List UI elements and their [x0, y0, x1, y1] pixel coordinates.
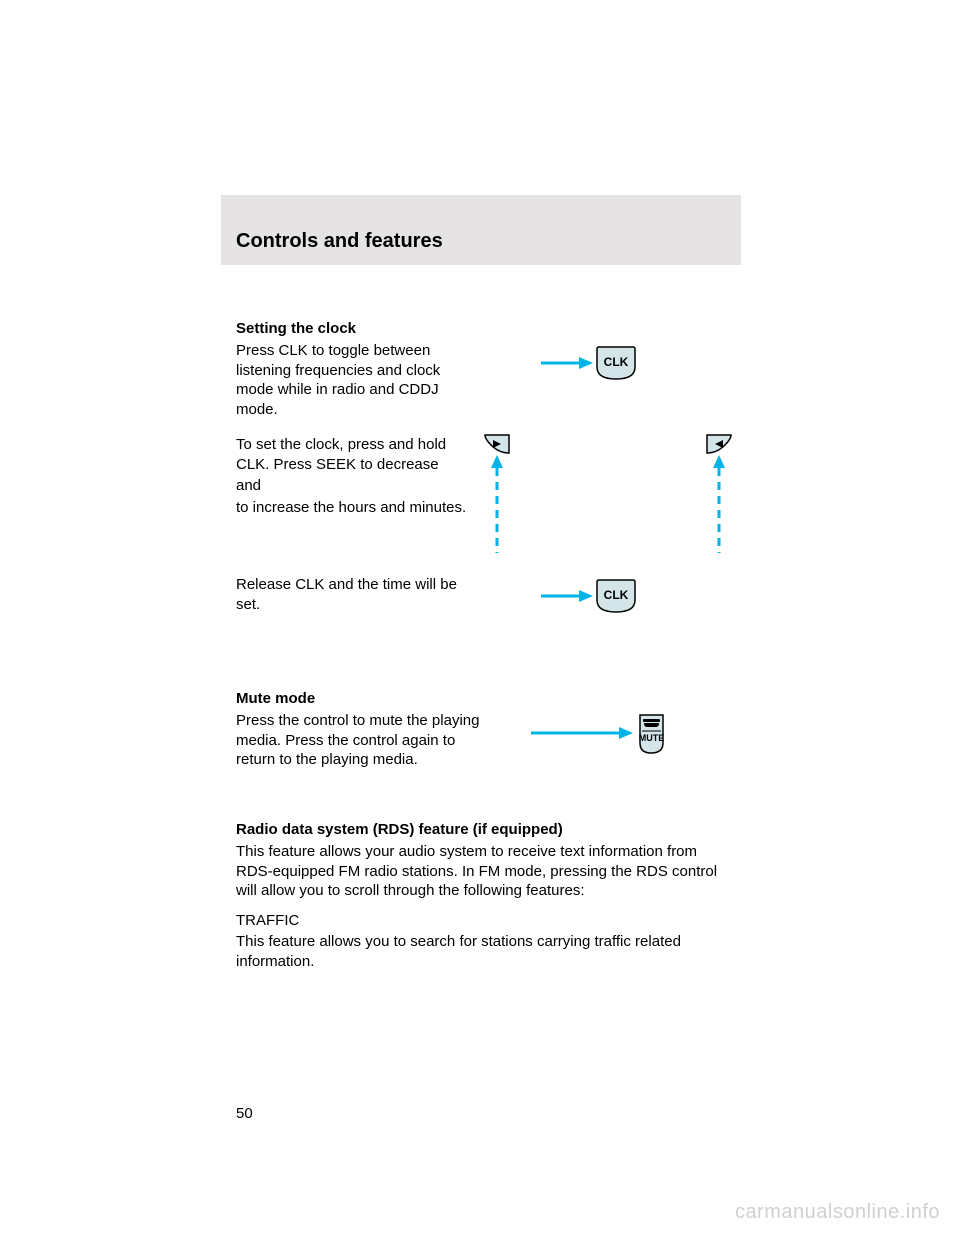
step-2b-text: and	[236, 476, 481, 496]
mute-phone-handset-icon	[644, 723, 659, 727]
arrow-head-icon	[579, 357, 593, 369]
mute-arrow-head-icon	[619, 727, 633, 739]
step-3-row: Release CLK and the time will be set. CL…	[236, 575, 741, 635]
seek-icons-group	[481, 433, 741, 573]
step-1-text: Press CLK to toggle between listening fr…	[236, 341, 481, 419]
mute-icon-group: MUTE	[501, 709, 741, 764]
left-arrow-head-icon	[491, 455, 503, 468]
right-arrow-head-icon	[713, 455, 725, 468]
header-title: Controls and features	[236, 230, 443, 253]
header-bar: Controls and features	[221, 195, 741, 265]
step-2-row: To set the clock, press and hold CLK. Pr…	[236, 435, 741, 575]
watermark-text: carmanualsonline.info	[735, 1201, 940, 1224]
page-content: Controls and features Setting the clock …	[221, 195, 741, 977]
clk-icon-group: CLK	[501, 333, 741, 393]
mute-row: Press the control to mute the playing me…	[236, 711, 741, 781]
rds-intro: This feature allows your audio system to…	[236, 842, 736, 901]
step-2c-text: to increase the hours and minutes.	[236, 498, 481, 518]
clk-icon-group-2: CLK	[501, 569, 741, 624]
step-1-row: Press CLK to toggle between listening fr…	[236, 341, 741, 419]
mute-heading: Mute mode	[236, 690, 741, 707]
step-3-text: Release CLK and the time will be set.	[236, 575, 481, 614]
arrow-head-2-icon	[579, 590, 593, 602]
clk-button-label: CLK	[604, 355, 629, 369]
mute-phone-bar	[643, 719, 660, 722]
rds-heading: Radio data system (RDS) feature (if equi…	[236, 821, 741, 838]
clk-button-label-2: CLK	[604, 588, 629, 602]
main-content: Setting the clock Press CLK to toggle be…	[221, 265, 741, 971]
rds-traffic-text: This feature allows you to search for st…	[236, 932, 736, 971]
mute-text: Press the control to mute the playing me…	[236, 711, 481, 770]
rds-traffic-heading: TRAFFIC	[236, 911, 736, 931]
page-number: 50	[236, 1105, 253, 1122]
mute-button-label: MUTE	[639, 733, 665, 743]
step-2a-text: To set the clock, press and hold CLK. Pr…	[236, 435, 481, 474]
